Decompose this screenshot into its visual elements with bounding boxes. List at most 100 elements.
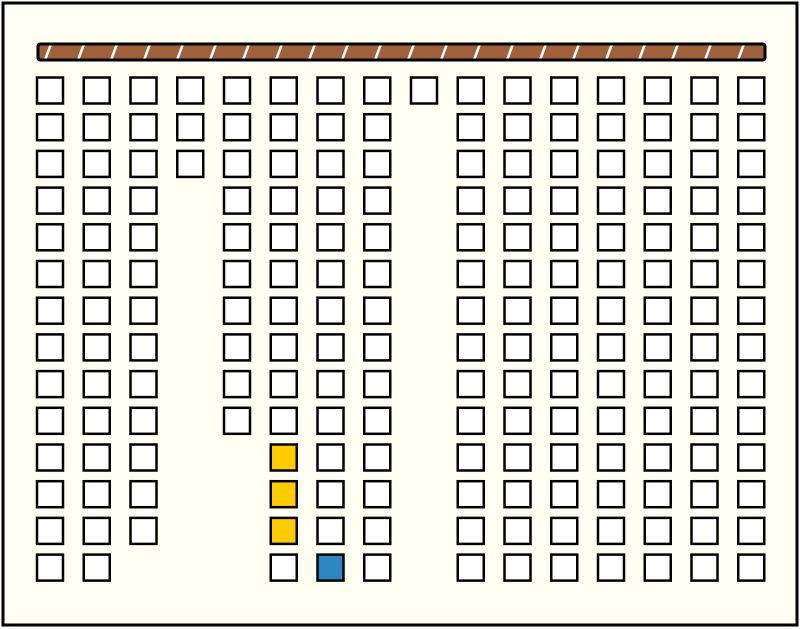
cell[interactable] [82, 112, 111, 142]
cell[interactable] [643, 149, 672, 179]
cell[interactable] [690, 259, 719, 289]
cell[interactable] [35, 333, 65, 362]
cell[interactable] [596, 479, 626, 509]
cell[interactable] [456, 296, 485, 325]
cell[interactable] [176, 76, 205, 105]
cell[interactable] [503, 443, 532, 472]
cell[interactable] [550, 516, 579, 546]
cell[interactable] [690, 223, 719, 252]
cell[interactable] [737, 186, 766, 215]
cell[interactable] [550, 443, 579, 472]
cell[interactable] [596, 259, 626, 289]
cell[interactable] [456, 149, 485, 179]
cell[interactable] [176, 112, 205, 142]
cell[interactable] [643, 76, 672, 105]
cell[interactable] [269, 186, 298, 215]
cell[interactable] [550, 369, 579, 399]
cell[interactable] [737, 333, 766, 362]
cell[interactable] [316, 186, 345, 215]
cell[interactable] [222, 149, 252, 179]
cell[interactable] [456, 186, 485, 215]
cell[interactable] [503, 516, 532, 546]
cell[interactable] [82, 369, 111, 399]
cell[interactable] [35, 186, 65, 215]
cell[interactable] [409, 76, 439, 105]
cell[interactable] [269, 369, 298, 399]
cell[interactable] [363, 443, 392, 472]
cell[interactable] [690, 333, 719, 362]
cell[interactable] [35, 479, 65, 509]
cell[interactable] [503, 333, 532, 362]
cell[interactable] [35, 76, 65, 105]
cell[interactable] [129, 223, 158, 252]
cell[interactable] [737, 296, 766, 325]
yellow-cell[interactable] [269, 516, 298, 546]
cell[interactable] [737, 479, 766, 509]
cell[interactable] [82, 443, 111, 472]
cell[interactable] [363, 186, 392, 215]
cell[interactable] [82, 479, 111, 509]
cell[interactable] [82, 149, 111, 179]
cell[interactable] [176, 149, 205, 179]
cell[interactable] [129, 259, 158, 289]
cell[interactable] [129, 112, 158, 142]
cell[interactable] [690, 369, 719, 399]
cell[interactable] [596, 369, 626, 399]
cell[interactable] [222, 259, 252, 289]
cell[interactable] [129, 516, 158, 546]
cell[interactable] [596, 333, 626, 362]
cell[interactable] [316, 259, 345, 289]
cell[interactable] [316, 406, 345, 436]
cell[interactable] [82, 223, 111, 252]
cell[interactable] [129, 406, 158, 436]
cell[interactable] [690, 443, 719, 472]
cell[interactable] [737, 553, 766, 582]
cell[interactable] [456, 443, 485, 472]
cell[interactable] [363, 112, 392, 142]
cell[interactable] [690, 479, 719, 509]
cell[interactable] [82, 186, 111, 215]
cell[interactable] [456, 333, 485, 362]
cell[interactable] [269, 333, 298, 362]
cell[interactable] [363, 259, 392, 289]
cell[interactable] [316, 443, 345, 472]
cell[interactable] [690, 149, 719, 179]
cell[interactable] [690, 76, 719, 105]
cell[interactable] [456, 553, 485, 582]
cell[interactable] [643, 333, 672, 362]
cell[interactable] [363, 479, 392, 509]
cell[interactable] [269, 223, 298, 252]
cell[interactable] [363, 296, 392, 325]
cell[interactable] [316, 223, 345, 252]
cell[interactable] [690, 553, 719, 582]
cell[interactable] [737, 516, 766, 546]
cell[interactable] [269, 406, 298, 436]
cell[interactable] [503, 112, 532, 142]
cell[interactable] [316, 76, 345, 105]
cell[interactable] [35, 516, 65, 546]
cell[interactable] [316, 149, 345, 179]
cell[interactable] [222, 406, 252, 436]
cell[interactable] [503, 186, 532, 215]
cell[interactable] [643, 186, 672, 215]
cell[interactable] [363, 553, 392, 582]
cell[interactable] [643, 479, 672, 509]
cell[interactable] [363, 406, 392, 436]
cell[interactable] [596, 149, 626, 179]
cell[interactable] [222, 112, 252, 142]
cell[interactable] [316, 112, 345, 142]
cell[interactable] [737, 369, 766, 399]
yellow-cell[interactable] [269, 479, 298, 509]
cell[interactable] [456, 516, 485, 546]
cell[interactable] [643, 223, 672, 252]
cell[interactable] [129, 296, 158, 325]
cell[interactable] [737, 406, 766, 436]
cell[interactable] [316, 479, 345, 509]
cell[interactable] [503, 259, 532, 289]
cell[interactable] [222, 76, 252, 105]
cell[interactable] [503, 479, 532, 509]
cell[interactable] [737, 223, 766, 252]
cell[interactable] [35, 553, 65, 582]
cell[interactable] [35, 443, 65, 472]
cell[interactable] [363, 223, 392, 252]
